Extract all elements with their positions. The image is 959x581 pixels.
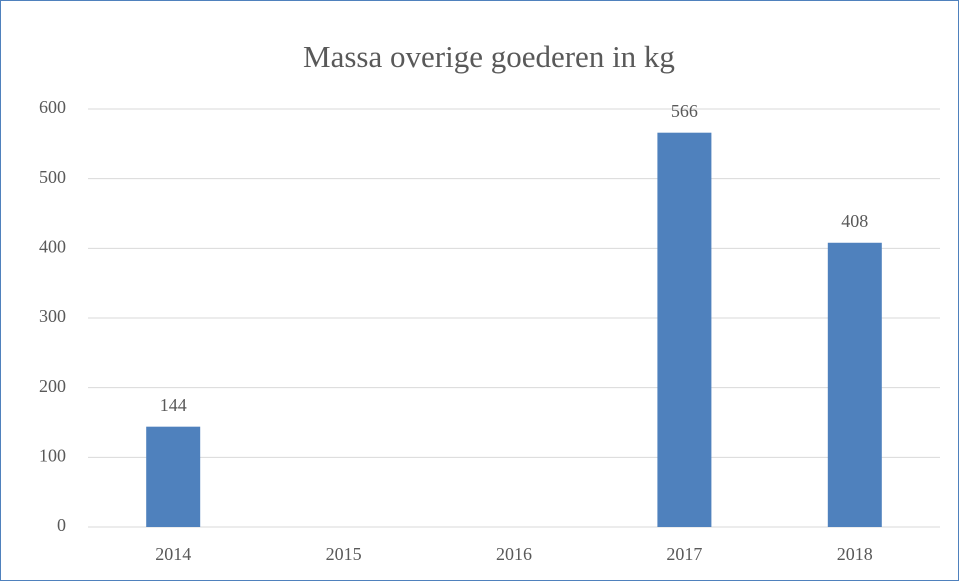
x-tick-label: 2015 [326, 544, 362, 564]
chart-title: Massa overige goederen in kg [303, 39, 675, 74]
y-tick-label: 500 [39, 167, 66, 187]
y-tick-label: 0 [57, 515, 66, 535]
y-tick-label: 600 [39, 97, 66, 117]
y-tick-label: 200 [39, 376, 66, 396]
x-tick-label: 2014 [155, 544, 191, 564]
x-tick-label: 2018 [837, 544, 873, 564]
x-tick-label: 2016 [496, 544, 532, 564]
y-tick-label: 100 [39, 445, 66, 465]
data-label: 408 [841, 211, 868, 231]
x-tick-label: 2017 [666, 544, 702, 564]
bar [827, 242, 882, 527]
bar [146, 426, 201, 527]
bar [657, 132, 712, 528]
data-label: 566 [671, 101, 698, 121]
y-tick-label: 400 [39, 236, 66, 256]
data-label: 144 [160, 395, 187, 415]
y-tick-label: 300 [39, 306, 66, 326]
